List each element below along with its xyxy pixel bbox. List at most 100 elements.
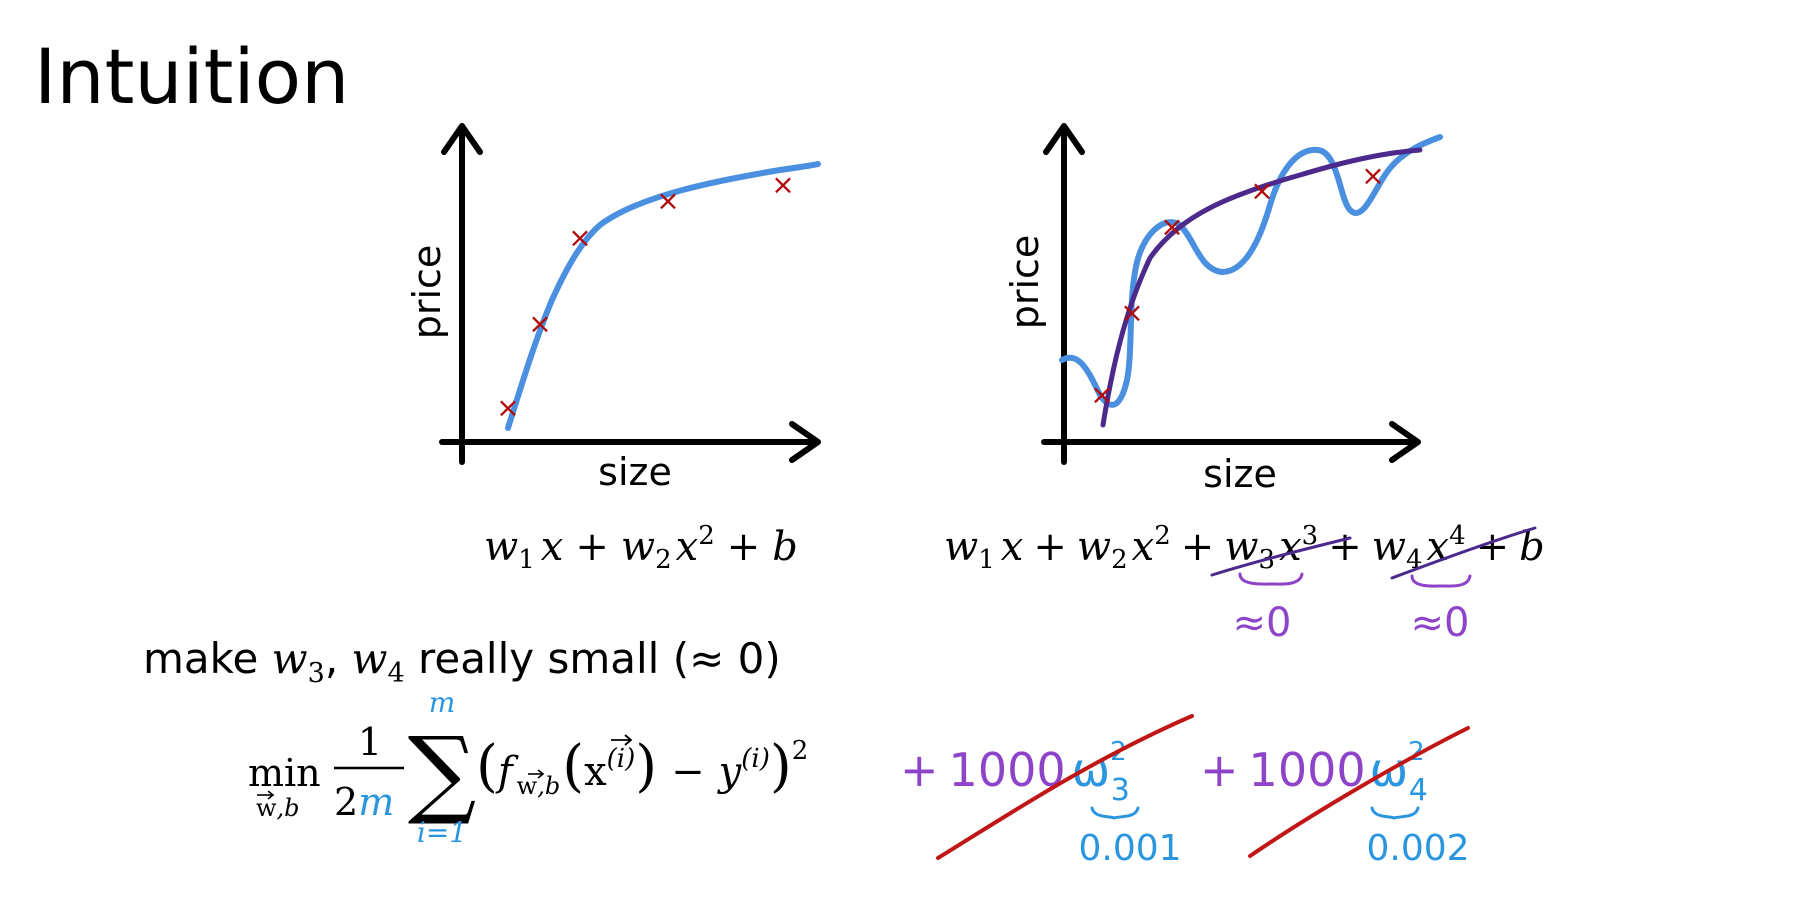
cost-inner-open: ( [562,734,584,799]
goal-w4: w [352,634,388,683]
right-formula-x4-sup: 4 [1449,521,1466,551]
cost-f-sub-rest: ,b [537,772,560,800]
cost-sum-top: m [429,686,456,719]
left-x-axis-label: size [598,450,672,494]
cost-f-sub-w: w [517,772,538,800]
cost-y: y [717,749,743,795]
right-formula-w1: w [944,524,978,570]
right-formula-w2: w [1077,524,1111,570]
left-formula: w1 x + w2 x2 + b [484,521,798,575]
cost-sum-symbol: ∑ [408,716,477,828]
right-annotation-w4-approx-zero: ≈0 [1411,600,1470,646]
penalty-w4-sub: 4 [1409,773,1428,808]
penalty-plus-1: + [900,743,939,797]
penalty-terms: +1000 ω2 3 0.001 +1000ω2 4 0.002 [900,714,1470,869]
goal-w3: w [272,634,308,683]
right-regularized-curve [1100,147,1423,428]
cost-f: f [495,749,519,795]
left-formula-w1: w [484,524,518,570]
right-formula-w2-sub: 2 [1111,545,1128,575]
cost-minus: − [671,749,705,795]
left-formula-b: b [772,524,798,570]
left-data-point-4: × [656,184,679,217]
cost-frac-numerator: 1 [358,720,382,764]
right-x-axis-label: size [1203,452,1277,496]
penalty-plus-2: + [1200,743,1239,797]
left-data-point-5: × [771,168,794,201]
right-formula-x3: x [1279,524,1302,570]
cost-x-sup: (i) [607,744,636,774]
cost-x-vec: x [584,749,607,795]
goal-w3-sub: 3 [308,658,325,689]
left-fit-curve [505,161,821,431]
right-formula-x3-sup: 3 [1302,521,1319,551]
penalty-strike-2 [1248,726,1470,858]
right-formula-plus1: + [1033,524,1067,570]
right-brace-w4 [1410,574,1472,588]
right-data-point-5: × [1361,159,1384,192]
penalty-w3-sub: 3 [1111,773,1130,808]
right-data-point-4: × [1250,174,1273,207]
left-x-axis-arrowhead [789,421,821,463]
cost-f-sub-vector-arrowhead [537,769,545,779]
left-formula-x1: x [541,524,564,570]
right-strike-w3-term [1210,536,1352,577]
cost-inner-close: ) [635,734,657,799]
cost-y-sup: (i) [741,744,770,774]
goal-prefix: make [143,634,272,683]
right-formula-x1: x [1001,524,1024,570]
cost-frac-denominator: 2m [334,780,394,824]
goal-w4-sub: 4 [387,658,404,689]
right-formula-w1-sub: 1 [978,545,995,575]
left-formula-plus1: + [575,524,609,570]
penalty-term-1: +1000 ω2 3 [900,737,1130,808]
right-data-point-2: × [1120,296,1143,329]
left-formula-w2: w [621,524,655,570]
goal-comma: , [325,634,352,683]
right-formula-plus2: + [1181,524,1215,570]
left-y-axis-label: price [405,245,449,340]
left-data-point-2: × [528,307,551,340]
cost-square: 2 [792,736,809,766]
right-y-axis-arrowhead [1043,123,1085,155]
penalty-coef-2: 1000 [1249,743,1366,797]
cost-min-subscript: w,b [256,794,300,822]
cost-min-sub-vector-arrowhead [267,790,275,800]
right-y-axis-label: price [1003,235,1047,330]
right-brace-w3 [1238,572,1304,586]
penalty-term-2: +1000ω2 4 [1200,737,1428,808]
penalty-w3: ω [1072,743,1111,797]
cost-summand: (f w,b(x(i)) − y(i))2 [476,734,808,800]
cost-min-sub-rest: ,b [277,794,300,822]
right-formula: w1 x + w2 x2 + w3 x3 + w4 x4 + b [944,521,1545,575]
left-formula-w1-sub: 1 [518,545,535,575]
cost-close-paren: ) [770,734,792,799]
cost-min: min [248,751,321,795]
right-plot: size price × × × × × w1 x + w2 x2 + w3 x3 + w4 x4 +… [944,123,1545,646]
right-data-point-3: × [1160,210,1183,243]
left-data-point-3: × [568,221,591,254]
penalty-value-2: 0.002 [1366,828,1469,869]
cost-function: min w,b 1 2m m ∑ i=1 (f w,b(x(i)) − y(i))2 [248,686,808,849]
right-formula-plus3: + [1328,524,1362,570]
cost-frac-den-m: m [358,780,394,824]
right-x-axis-arrowhead [1389,421,1421,463]
right-strike-w4-term [1390,526,1537,580]
cost-open-paren: ( [476,734,498,799]
right-formula-x2-sup: 2 [1154,521,1171,551]
right-formula-w4: w [1372,524,1406,570]
penalty-strike-1 [936,714,1194,860]
right-formula-x2: x [1132,524,1155,570]
right-overfit-curve [1059,134,1443,408]
cost-x-vector-arrowhead [624,734,633,746]
penalty-brace-2 [1370,806,1420,820]
left-formula-w2-sub: 2 [655,545,672,575]
penalty-value-1: 0.001 [1078,828,1181,869]
penalty-coef-1: 1000 [949,743,1066,797]
penalty-brace-1 [1090,806,1140,820]
left-formula-x2-sup: 2 [698,521,715,551]
right-annotation-w3-approx-zero: ≈0 [1233,600,1292,646]
cost-frac-den-2: 2 [334,780,358,824]
